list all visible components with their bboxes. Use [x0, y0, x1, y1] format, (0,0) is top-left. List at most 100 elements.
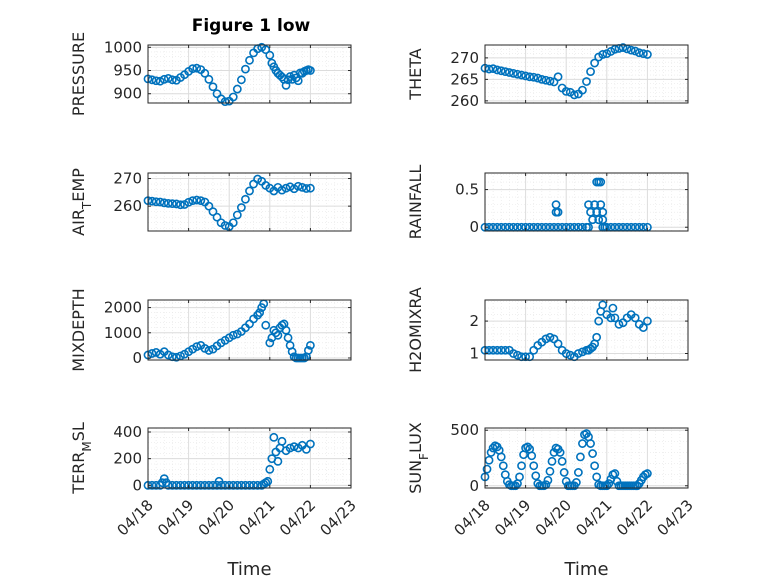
data-point	[283, 333, 293, 343]
data-point	[236, 75, 246, 85]
data-point	[511, 481, 520, 491]
y-tick-label: 2	[469, 312, 479, 330]
data-point	[525, 72, 535, 82]
x-tick-label: 04/18	[451, 496, 494, 539]
data-point	[253, 480, 263, 490]
data-point	[555, 448, 565, 457]
data-point	[236, 480, 246, 490]
data-point	[586, 67, 595, 77]
data-point	[245, 480, 254, 490]
data-point	[517, 70, 526, 80]
data-point	[269, 432, 279, 442]
y-axis-label: TERRMSL	[69, 422, 94, 495]
subplot-4: 0 0.5 RAINFALL	[406, 165, 689, 240]
data-point	[608, 303, 618, 313]
data-point	[529, 72, 539, 82]
data-point	[261, 320, 271, 330]
data-point	[610, 44, 620, 54]
axes-frame	[484, 299, 689, 361]
data-point	[176, 200, 185, 210]
data-point	[630, 46, 640, 56]
series-markers	[480, 177, 652, 232]
data-point	[167, 75, 177, 85]
data-point	[545, 76, 555, 86]
data-point	[586, 439, 595, 448]
x-tick-label: 04/23	[654, 496, 697, 539]
y-axis-label: THETA	[406, 48, 425, 100]
data-point	[184, 480, 193, 490]
data-point	[604, 479, 614, 488]
y-tick-label: 0	[132, 476, 142, 494]
data-point	[482, 464, 492, 474]
data-point	[208, 82, 218, 92]
data-point	[293, 181, 303, 191]
y-axis-label: SUNFLUX	[406, 422, 431, 494]
data-point	[184, 197, 193, 207]
data-point	[584, 200, 593, 210]
y-axis-label: AIRTEMP	[69, 168, 94, 236]
data-point	[500, 67, 510, 77]
data-point	[265, 464, 275, 474]
data-point	[155, 76, 165, 86]
data-point	[287, 347, 297, 357]
data-point	[590, 461, 600, 471]
data-point	[208, 480, 218, 490]
data-point	[513, 69, 522, 79]
y-tick-label: 200	[113, 450, 142, 468]
x-tick-label: 04/23	[317, 496, 360, 539]
data-point	[578, 85, 587, 95]
y-tick-label: 265	[450, 70, 479, 88]
data-point	[531, 471, 541, 481]
data-point	[573, 349, 583, 358]
data-point	[228, 330, 238, 340]
data-point	[533, 73, 543, 83]
data-point	[614, 319, 624, 329]
data-point	[486, 448, 496, 457]
data-point	[488, 345, 498, 355]
data-point	[265, 50, 275, 60]
data-point	[571, 478, 581, 487]
data-point	[192, 480, 202, 490]
figure-title: Figure 1 low	[192, 16, 311, 36]
data-point	[537, 74, 547, 84]
axes-frame	[484, 44, 689, 104]
data-point	[232, 480, 242, 490]
data-point	[592, 332, 602, 342]
data-point	[496, 66, 506, 76]
data-point	[509, 349, 518, 358]
data-point	[241, 480, 250, 490]
data-point	[216, 480, 226, 490]
data-point	[285, 443, 295, 453]
data-point	[547, 456, 557, 466]
axes-frame	[484, 427, 689, 489]
data-point	[176, 480, 185, 490]
data-point	[602, 481, 612, 491]
data-point	[596, 200, 606, 210]
y-axis-label: RAINFALL	[406, 165, 425, 240]
data-point	[204, 201, 214, 211]
data-point	[517, 461, 526, 471]
data-point	[192, 63, 202, 73]
y-tick-label: 1000	[104, 38, 142, 56]
subplot-5: 0 1000 2000 MIXDEPTH	[69, 288, 352, 372]
data-point	[541, 75, 551, 85]
axes-frame	[147, 427, 352, 489]
data-point	[293, 76, 303, 86]
data-point	[521, 71, 530, 81]
data-point	[553, 72, 563, 82]
data-point	[543, 475, 553, 485]
data-point	[488, 64, 498, 74]
data-point	[196, 196, 206, 206]
subplot-2: 260 265 270 THETA	[406, 43, 689, 110]
data-point	[496, 345, 506, 355]
data-point	[196, 480, 206, 490]
data-point	[159, 74, 169, 84]
data-point	[592, 207, 602, 217]
data-point	[224, 480, 234, 490]
plot-area	[148, 428, 351, 488]
x-tick-label: 04/22	[613, 496, 656, 539]
data-point	[586, 207, 595, 217]
y-tick-label: 500	[450, 421, 479, 439]
y-tick-label: 260	[450, 92, 479, 110]
